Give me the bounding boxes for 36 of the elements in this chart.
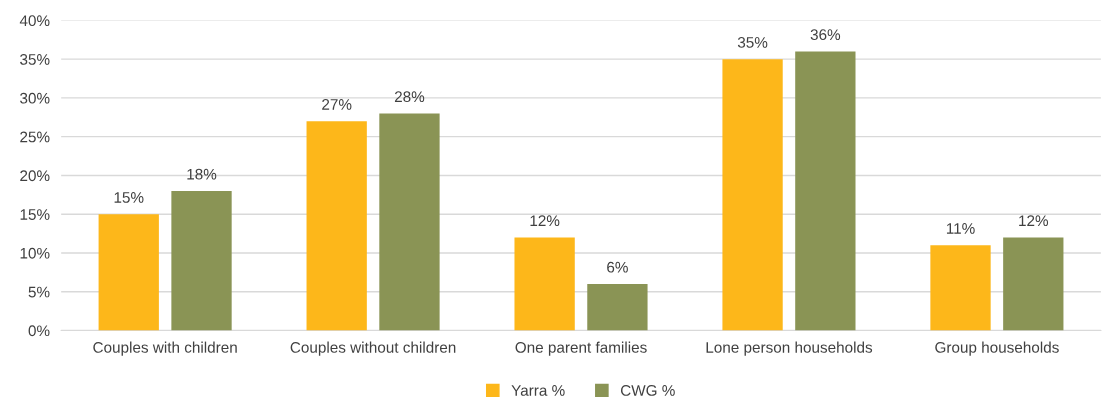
y-tick-label: 35% bbox=[20, 54, 50, 65]
bar bbox=[514, 237, 575, 331]
bar bbox=[98, 214, 159, 331]
data-label: 12% bbox=[1019, 215, 1049, 227]
bar bbox=[306, 121, 367, 331]
data-label: 11% bbox=[946, 223, 975, 234]
data-label: 18% bbox=[187, 168, 217, 180]
y-tick-label: 5% bbox=[28, 286, 50, 298]
y-tick-label: 30% bbox=[20, 92, 50, 104]
y-tick-label: 25% bbox=[20, 131, 50, 143]
data-label: 28% bbox=[394, 91, 425, 103]
bar bbox=[587, 283, 648, 331]
y-tick-label: 20% bbox=[20, 170, 50, 182]
data-label: 15% bbox=[114, 192, 144, 203]
y-tick-label: 40% bbox=[19, 15, 50, 27]
legend-label: CWG % bbox=[620, 385, 675, 396]
x-tick-label: Couples without children bbox=[290, 341, 456, 356]
x-tick-label: One parent families bbox=[515, 341, 647, 356]
bar bbox=[795, 51, 856, 331]
data-label: 6% bbox=[607, 261, 628, 273]
data-label: 27% bbox=[322, 99, 352, 110]
bar bbox=[379, 113, 440, 331]
y-tick-label: 15% bbox=[20, 209, 50, 220]
y-tick-label: 10% bbox=[20, 247, 50, 259]
data-label: 35% bbox=[737, 36, 768, 48]
bar bbox=[171, 190, 232, 331]
data-label: 12% bbox=[530, 215, 560, 227]
data-label: 36% bbox=[810, 29, 841, 41]
legend-label: Yarra % bbox=[511, 385, 565, 396]
x-tick-label: Lone person households bbox=[706, 341, 873, 356]
x-tick-label: Couples with children bbox=[93, 341, 237, 356]
bar bbox=[722, 59, 783, 331]
bar bbox=[1003, 237, 1064, 331]
bar bbox=[930, 245, 991, 331]
y-tick-label: 0% bbox=[28, 325, 50, 337]
x-tick-label: Group households bbox=[935, 341, 1059, 356]
